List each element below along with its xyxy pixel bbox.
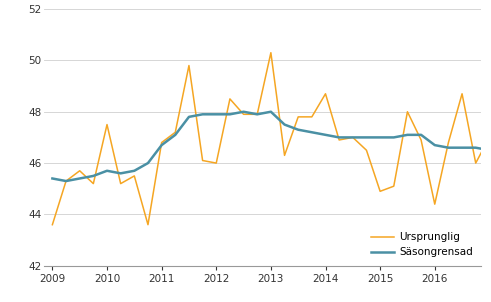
Ursprunglig (104, 123, 110, 127)
Ursprunglig (323, 92, 328, 95)
Legend: Ursprunglig, Säsongrensad: Ursprunglig, Säsongrensad (368, 229, 476, 261)
Ursprunglig (145, 223, 151, 226)
Säsongrensad (445, 146, 451, 149)
Säsongrensad (90, 174, 96, 178)
Säsongrensad (350, 136, 356, 139)
Ursprunglig (418, 138, 424, 142)
Säsongrensad (336, 136, 342, 139)
Ursprunglig (77, 169, 82, 172)
Ursprunglig (459, 92, 465, 95)
Ursprunglig (377, 190, 383, 193)
Ursprunglig (350, 136, 356, 139)
Ursprunglig (254, 113, 260, 116)
Ursprunglig (200, 159, 206, 162)
Säsongrensad (254, 113, 260, 116)
Ursprunglig (309, 115, 315, 119)
Säsongrensad (213, 113, 219, 116)
Säsongrensad (104, 169, 110, 172)
Säsongrensad (459, 146, 465, 149)
Ursprunglig (90, 182, 96, 185)
Säsongrensad (473, 146, 479, 149)
Säsongrensad (268, 110, 274, 114)
Säsongrensad (405, 133, 410, 137)
Ursprunglig (295, 115, 301, 119)
Ursprunglig (487, 136, 491, 139)
Säsongrensad (50, 177, 55, 180)
Säsongrensad (118, 172, 124, 175)
Ursprunglig (186, 64, 192, 67)
Säsongrensad (377, 136, 383, 139)
Ursprunglig (391, 184, 397, 188)
Ursprunglig (336, 138, 342, 142)
Säsongrensad (363, 136, 369, 139)
Säsongrensad (391, 136, 397, 139)
Ursprunglig (50, 223, 55, 226)
Säsongrensad (432, 143, 437, 147)
Säsongrensad (418, 133, 424, 137)
Säsongrensad (63, 179, 69, 183)
Ursprunglig (241, 113, 246, 116)
Ursprunglig (227, 97, 233, 101)
Säsongrensad (323, 133, 328, 137)
Ursprunglig (363, 149, 369, 152)
Ursprunglig (172, 130, 178, 134)
Säsongrensad (200, 113, 206, 116)
Ursprunglig (405, 110, 410, 114)
Ursprunglig (268, 51, 274, 55)
Säsongrensad (159, 143, 164, 147)
Ursprunglig (118, 182, 124, 185)
Säsongrensad (309, 130, 315, 134)
Ursprunglig (432, 202, 437, 206)
Säsongrensad (132, 169, 137, 172)
Ursprunglig (473, 161, 479, 165)
Ursprunglig (213, 161, 219, 165)
Säsongrensad (295, 128, 301, 132)
Ursprunglig (63, 179, 69, 183)
Ursprunglig (445, 141, 451, 144)
Säsongrensad (282, 123, 288, 127)
Ursprunglig (159, 141, 164, 144)
Ursprunglig (282, 154, 288, 157)
Line: Säsongrensad: Säsongrensad (53, 112, 491, 181)
Säsongrensad (487, 149, 491, 152)
Säsongrensad (186, 115, 192, 119)
Säsongrensad (172, 133, 178, 137)
Ursprunglig (132, 174, 137, 178)
Säsongrensad (241, 110, 246, 114)
Säsongrensad (227, 113, 233, 116)
Säsongrensad (77, 177, 82, 180)
Line: Ursprunglig: Ursprunglig (53, 53, 491, 225)
Säsongrensad (145, 161, 151, 165)
